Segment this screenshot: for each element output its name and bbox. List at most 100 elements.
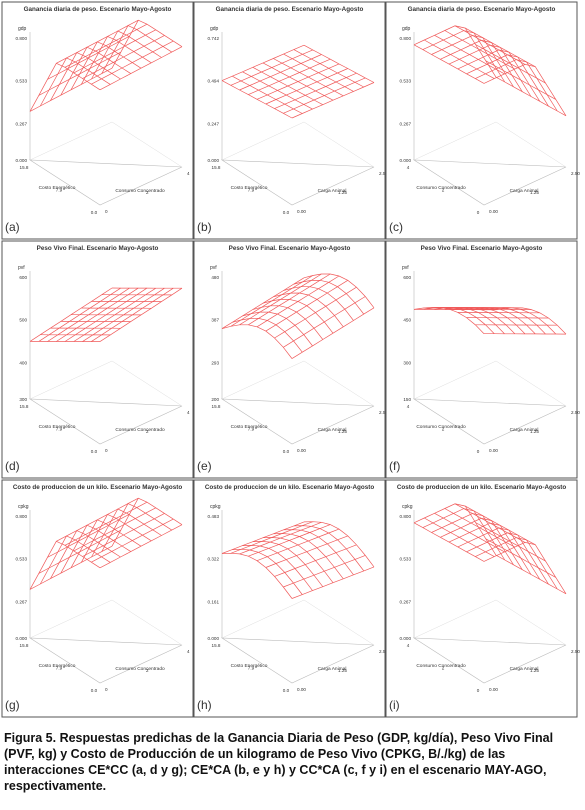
base-edge	[413, 121, 497, 161]
surface-mesh	[475, 44, 546, 84]
y-axis-label: Carga Animal	[318, 188, 347, 194]
surface-mesh	[283, 296, 366, 348]
z-tick-label: 0.267	[400, 121, 412, 126]
panel-label: (b)	[197, 220, 212, 234]
x-tick-label: 7.9	[56, 427, 63, 432]
z-axis-label: pvf	[210, 265, 217, 271]
surface-mesh	[221, 552, 293, 599]
surface-mesh	[82, 513, 165, 557]
surface-mesh	[101, 503, 172, 552]
z-tick-label: 0.322	[208, 557, 220, 562]
surface-mesh	[82, 287, 165, 342]
x-tick-label: 0.0	[283, 210, 290, 215]
surface-mesh	[91, 40, 174, 85]
base-edge	[111, 599, 183, 646]
surface-mesh	[73, 29, 156, 74]
surface-mesh	[475, 537, 558, 590]
panel-border	[1, 240, 194, 479]
surface-mesh	[99, 46, 183, 91]
base-plane	[28, 637, 183, 684]
surface-mesh	[111, 497, 183, 547]
z-axis-label: gdp	[18, 26, 27, 32]
panel-label: (g)	[5, 698, 20, 712]
panel: Peso Vivo Final. Escenario Mayo-Agosto pv…	[1, 240, 194, 479]
y-tick-label: 0	[105, 209, 108, 214]
x-tick-label: 0.0	[91, 210, 98, 215]
y-tick-label: 2.50	[571, 171, 580, 176]
x-tick-label: 15.8	[212, 404, 221, 409]
surface-mesh	[221, 277, 305, 329]
surface-mesh	[274, 544, 357, 577]
panel-label: (d)	[5, 459, 20, 473]
panel-title: Ganancia diaria de peso. Escenario Mayo-…	[216, 6, 364, 13]
x-axis-label: Costo Energético	[39, 663, 76, 669]
z-tick-label: 300	[19, 397, 27, 402]
panel-label: (c)	[389, 220, 403, 234]
y-tick-label: 0.00	[297, 687, 306, 692]
x-tick-label: 15.8	[20, 643, 29, 648]
x-axis-label: Costo Energético	[39, 185, 76, 191]
surface-mesh	[293, 49, 364, 88]
panel: Costo de produccion de un kilo. Escenari…	[1, 479, 194, 718]
surface-mesh	[475, 522, 546, 562]
surface-mesh	[80, 513, 152, 563]
z-tick-label: 0.533	[400, 557, 412, 562]
surface-mesh	[265, 535, 348, 568]
z-tick-label: 0.267	[16, 121, 28, 126]
panel-border	[385, 240, 578, 479]
y-tick-label: 2.50	[571, 410, 580, 415]
surface-mesh	[291, 307, 375, 359]
y-tick-label: 2.50	[571, 649, 580, 654]
z-tick-label: 0.000	[400, 158, 412, 163]
panel-border	[193, 1, 386, 240]
surface-mesh	[91, 518, 174, 563]
z-tick-label: 0.247	[208, 121, 220, 126]
x-axis-label: Consumo Concentrado	[416, 663, 466, 669]
surface-mesh	[265, 68, 348, 105]
base-edge	[303, 121, 375, 168]
y-tick-label: 1.25	[338, 429, 347, 434]
y-axis-label: Carga Animal	[318, 666, 347, 672]
surface-mesh	[80, 35, 152, 85]
z-tick-label: 0.000	[16, 636, 28, 641]
z-axis-label: pvf	[18, 265, 25, 271]
z-tick-label: 0.267	[400, 599, 412, 604]
base-plane	[28, 398, 183, 445]
y-tick-label: 2.50	[379, 649, 388, 654]
x-tick-label: 0.0	[283, 688, 290, 693]
panel-label: (h)	[197, 698, 212, 712]
y-tick-label: 0.00	[489, 448, 498, 453]
base-edge	[413, 360, 497, 400]
panel-title: Peso Vivo Final. Escenario Mayo-Agosto	[229, 245, 351, 252]
z-tick-label: 200	[211, 397, 219, 402]
panel-label: (f)	[389, 459, 400, 473]
x-tick-label: 4	[407, 404, 410, 409]
y-tick-label: 0.00	[489, 687, 498, 692]
surface-mesh	[262, 62, 334, 101]
z-tick-label: 0.000	[208, 158, 220, 163]
panel: Peso Vivo Final. Escenario Mayo-Agosto pv…	[385, 240, 580, 479]
surface-mesh	[291, 82, 375, 119]
x-tick-label: 7.9	[56, 188, 63, 193]
surface-mesh	[274, 72, 357, 109]
base-edge	[111, 360, 183, 407]
surface-mesh	[99, 524, 183, 569]
surface-mesh	[273, 292, 344, 328]
figure-grid: Ganancia diaria de peso. Escenario Mayo-…	[1, 1, 580, 718]
surface-mesh	[99, 287, 183, 342]
z-tick-label: 0.533	[16, 557, 28, 562]
base-edge	[29, 121, 113, 161]
x-tick-label: 7.9	[248, 188, 255, 193]
panel-border	[385, 479, 578, 718]
z-tick-label: 500	[19, 318, 27, 323]
z-tick-label: 450	[403, 318, 411, 323]
panel: Ganancia diaria de peso. Escenario Mayo-…	[193, 1, 388, 240]
y-tick-label: 2	[146, 190, 149, 195]
y-tick-label: 0	[105, 687, 108, 692]
base-plane	[412, 398, 567, 445]
surface-mesh	[283, 77, 366, 114]
base-edge	[495, 599, 567, 646]
z-tick-label: 480	[211, 275, 219, 280]
surface-mesh	[303, 273, 375, 309]
panel-title: Costo de produccion de un kilo. Escenari…	[205, 484, 374, 491]
